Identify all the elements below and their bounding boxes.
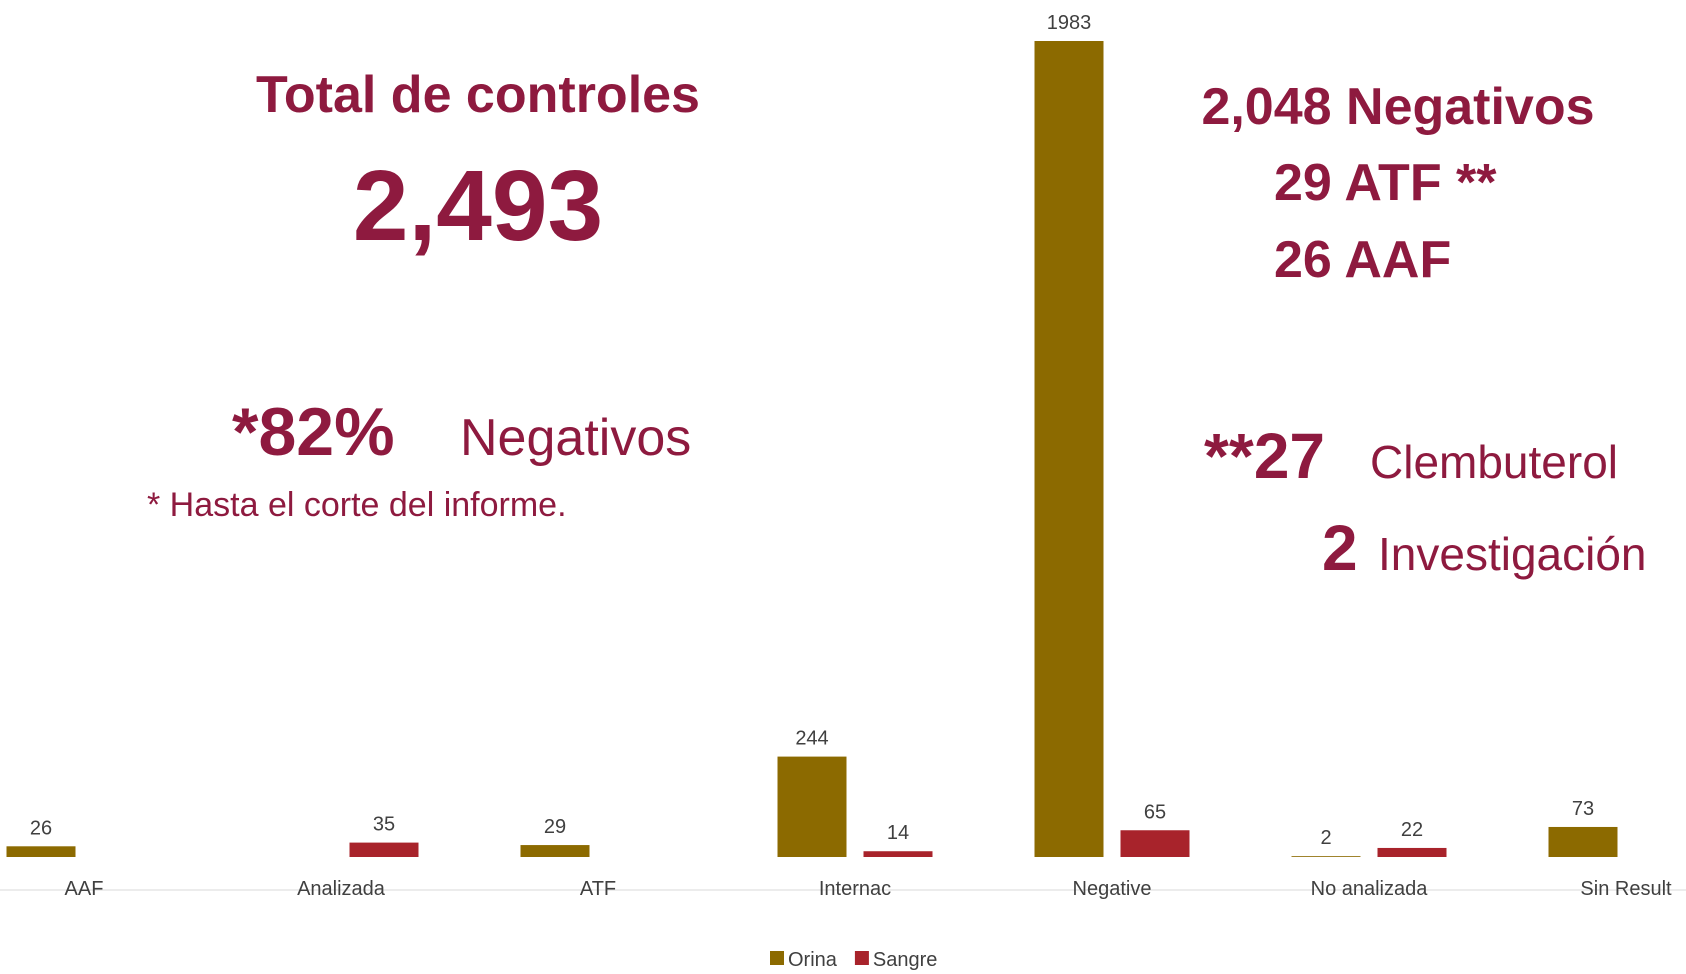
total-value: 2,493 — [353, 150, 603, 262]
x-tick-label: Internac — [819, 878, 891, 900]
legend-swatch — [770, 951, 784, 965]
percent-label: Negativos — [460, 409, 691, 467]
x-tick-label: ATF — [580, 878, 616, 900]
bar — [863, 851, 933, 857]
legend-swatch — [854, 951, 869, 965]
data-label: 65 — [1144, 801, 1166, 823]
legend-label: Orina — [788, 949, 838, 971]
data-label: 29 — [544, 816, 566, 838]
bar — [1377, 847, 1447, 857]
bar — [1034, 41, 1104, 857]
clem-count: **27 — [1204, 420, 1325, 492]
bar — [1120, 830, 1190, 857]
data-label: 14 — [887, 822, 909, 844]
legend-label: Sangre — [873, 949, 938, 971]
atf: 29 ATF ** — [1274, 154, 1497, 212]
negativos: 2,048 Negativos — [1201, 78, 1594, 136]
clem-label: Clembuterol — [1370, 436, 1618, 488]
bar — [349, 842, 419, 857]
bar — [520, 845, 590, 857]
bar — [1291, 856, 1361, 857]
bar — [1548, 826, 1618, 857]
bar — [777, 756, 847, 857]
note: * Hasta el corte del informe. — [147, 486, 567, 524]
percent: *82% — [232, 394, 395, 470]
x-tick-label: AAF — [65, 878, 104, 900]
data-label: 2 — [1320, 827, 1331, 849]
inv-label: Investigación — [1378, 528, 1647, 580]
data-label: 73 — [1572, 798, 1594, 820]
aaf: 26 AAF — [1274, 231, 1451, 289]
x-tick-label: No analizada — [1311, 878, 1429, 900]
x-tick-label: Analizada — [297, 878, 386, 900]
data-label: 244 — [795, 728, 828, 750]
inv-count: 2 — [1322, 512, 1358, 584]
x-tick-label: Negative — [1073, 878, 1152, 900]
total-title: Total de controles — [256, 66, 700, 124]
data-label: 35 — [373, 814, 395, 836]
x-tick-label: Sin Result — [1580, 878, 1672, 900]
data-label: 1983 — [1047, 12, 1092, 34]
bar — [6, 846, 76, 857]
data-label: 22 — [1401, 819, 1423, 841]
data-label: 26 — [30, 817, 52, 839]
